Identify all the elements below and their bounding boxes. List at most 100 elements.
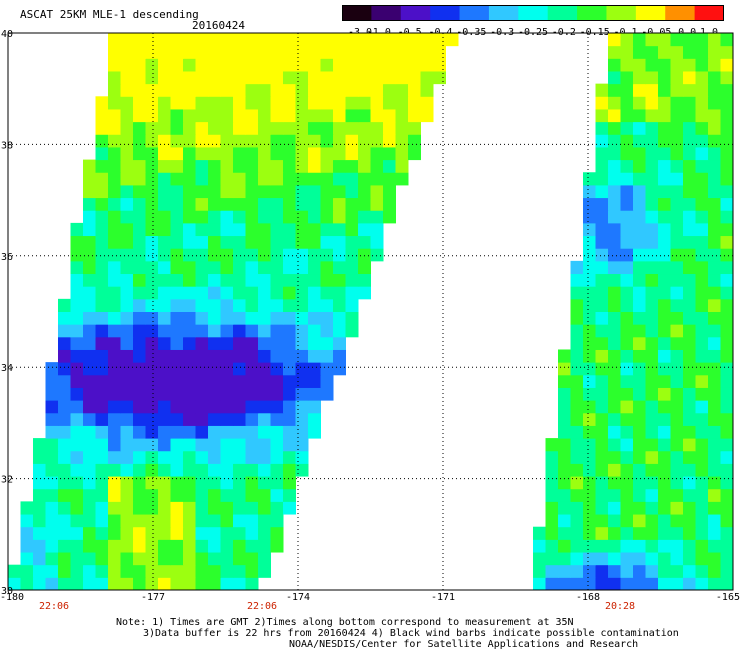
data-cell [108, 45, 121, 59]
data-cell [320, 362, 334, 376]
data-cell [145, 564, 159, 578]
data-cell [608, 146, 621, 161]
data-cell [220, 108, 234, 123]
data-cell [695, 450, 709, 464]
data-cell [270, 526, 284, 540]
data-cell [245, 463, 259, 477]
data-cell [295, 311, 309, 325]
data-cell [233, 374, 246, 388]
data-cell [633, 514, 646, 528]
data-cell [183, 121, 196, 135]
data-cell [633, 134, 646, 148]
data-cell [345, 70, 359, 85]
data-cell [645, 412, 659, 426]
data-cell [133, 146, 146, 161]
data-cell [195, 387, 209, 401]
data-cell [120, 349, 134, 363]
data-cell [183, 539, 196, 553]
data-cell [208, 197, 221, 211]
data-cell [333, 222, 346, 237]
colorbar-tick-label: -1.0 [367, 27, 391, 37]
data-cell [220, 235, 234, 249]
data-cell [358, 273, 371, 287]
data-cell [108, 146, 121, 161]
data-cell [158, 412, 171, 426]
data-cell [195, 311, 209, 325]
data-cell [620, 488, 634, 502]
data-cell [383, 45, 396, 59]
data-cell [183, 336, 196, 350]
data-cell [570, 311, 584, 325]
data-cell [233, 463, 246, 477]
data-cell [108, 197, 121, 211]
data-cell [658, 438, 671, 452]
data-cell [695, 45, 709, 59]
data-cell [208, 336, 221, 350]
data-cell [720, 501, 734, 515]
data-cell [208, 172, 221, 186]
data-cell [620, 362, 634, 376]
data-cell [83, 438, 96, 452]
data-cell [83, 311, 96, 325]
data-cell [158, 121, 171, 135]
data-cell [95, 235, 109, 249]
data-cell [170, 108, 184, 123]
data-cell [245, 324, 259, 338]
data-cell [83, 298, 96, 312]
data-cell [670, 349, 684, 363]
colorbar-frame [342, 5, 724, 21]
lon-tick-label: -177 [141, 592, 165, 603]
data-cell [170, 362, 184, 376]
data-cell [558, 387, 571, 401]
data-cell [645, 121, 659, 135]
data-cell [720, 273, 734, 287]
data-cell [695, 324, 709, 338]
data-cell [95, 273, 109, 287]
data-cell [133, 412, 146, 426]
data-cell [683, 400, 696, 414]
data-cell [595, 222, 609, 237]
data-cell [108, 58, 121, 72]
data-cell [420, 96, 434, 110]
data-cell [595, 349, 609, 363]
data-cell [183, 362, 196, 376]
data-cell [145, 286, 159, 300]
data-cell [208, 260, 221, 275]
data-cell [583, 362, 596, 376]
data-cell [183, 374, 196, 388]
data-cell [83, 336, 96, 350]
data-cell [58, 362, 71, 376]
data-cell [120, 184, 134, 199]
data-cell [258, 197, 271, 211]
data-cell [670, 159, 684, 173]
data-cell [283, 463, 296, 477]
data-cell [83, 210, 96, 224]
data-cell [708, 45, 721, 59]
data-cell [633, 526, 646, 540]
data-cell [695, 311, 709, 325]
data-cell [633, 488, 646, 502]
data-cell [333, 248, 346, 262]
data-cell [720, 349, 734, 363]
data-cell [183, 298, 196, 312]
data-cell [170, 45, 184, 59]
data-cell [295, 400, 309, 414]
data-cell [195, 488, 209, 502]
data-cell [620, 463, 634, 477]
data-cell [158, 336, 171, 350]
data-cell [270, 514, 284, 528]
data-cell [45, 438, 59, 452]
data-cell [258, 374, 271, 388]
data-cell [158, 564, 171, 578]
data-cell [408, 146, 421, 161]
data-cell [545, 463, 559, 477]
data-cell [608, 248, 621, 262]
data-cell [608, 564, 621, 578]
data-cell [258, 210, 271, 224]
data-cell [695, 83, 709, 97]
data-cell [308, 146, 321, 161]
data-cell [108, 450, 121, 464]
data-cell [320, 387, 334, 401]
data-cell [120, 476, 134, 490]
